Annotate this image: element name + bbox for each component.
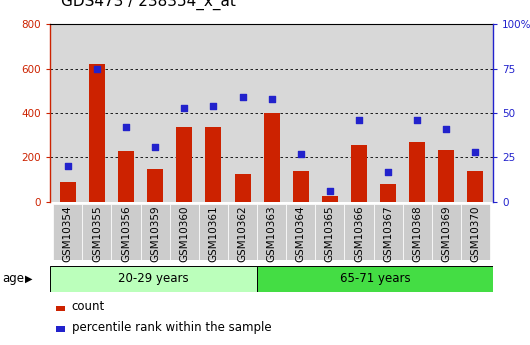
Bar [467, 171, 483, 202]
Point [180, 105, 189, 110]
Bar [432, 204, 461, 260]
Text: GDS473 / 238354_x_at: GDS473 / 238354_x_at [61, 0, 236, 10]
Bar [228, 204, 257, 260]
Bar [111, 204, 140, 260]
Point [471, 149, 480, 155]
Text: GSM10363: GSM10363 [267, 206, 277, 263]
Bar [118, 151, 134, 202]
Point [267, 96, 276, 101]
Text: GSM10362: GSM10362 [237, 206, 248, 263]
Bar [50, 266, 257, 292]
Point [355, 117, 363, 123]
Bar [199, 204, 228, 260]
Bar [315, 204, 344, 260]
Text: GSM10356: GSM10356 [121, 206, 131, 263]
Bar [438, 150, 454, 202]
Point [151, 144, 160, 149]
Bar [234, 174, 251, 202]
Text: 20-29 years: 20-29 years [118, 272, 189, 285]
Bar [403, 204, 432, 260]
Text: GSM10370: GSM10370 [471, 206, 480, 262]
Point [64, 164, 72, 169]
Bar [53, 204, 82, 260]
Bar [257, 204, 286, 260]
Text: GSM10361: GSM10361 [208, 206, 218, 263]
Text: GSM10359: GSM10359 [150, 206, 160, 263]
Bar [409, 142, 425, 202]
Point [238, 94, 247, 100]
Text: age: age [3, 272, 25, 285]
Text: GSM10364: GSM10364 [296, 206, 306, 263]
Text: GSM10367: GSM10367 [383, 206, 393, 263]
Bar [344, 204, 374, 260]
Bar [89, 64, 105, 202]
Text: GSM10366: GSM10366 [354, 206, 364, 263]
Bar [82, 204, 111, 260]
Point [209, 103, 218, 109]
Text: GSM10369: GSM10369 [441, 206, 452, 263]
Text: GSM10368: GSM10368 [412, 206, 422, 263]
Point [325, 188, 334, 194]
Bar [140, 204, 170, 260]
Bar [380, 184, 396, 202]
Point [296, 151, 305, 157]
Point [384, 169, 392, 174]
Point [93, 66, 101, 71]
Text: count: count [72, 300, 105, 313]
Bar [293, 171, 309, 202]
Bar [170, 204, 199, 260]
Text: ▶: ▶ [25, 274, 33, 284]
Text: GSM10354: GSM10354 [63, 206, 73, 263]
Bar [257, 266, 493, 292]
Bar [147, 168, 163, 202]
Bar [60, 182, 76, 202]
Point [122, 125, 130, 130]
Bar [286, 204, 315, 260]
Text: GSM10355: GSM10355 [92, 206, 102, 263]
Bar [263, 113, 280, 202]
Bar [374, 204, 403, 260]
Bar [206, 127, 222, 202]
Text: GSM10360: GSM10360 [179, 206, 189, 262]
Text: GSM10365: GSM10365 [325, 206, 335, 263]
Point [413, 117, 421, 123]
Point [442, 126, 450, 132]
Bar [461, 204, 490, 260]
Text: 65-71 years: 65-71 years [340, 272, 410, 285]
Text: percentile rank within the sample: percentile rank within the sample [72, 321, 271, 334]
Bar [322, 196, 338, 202]
Bar [176, 127, 192, 202]
Bar [351, 145, 367, 202]
